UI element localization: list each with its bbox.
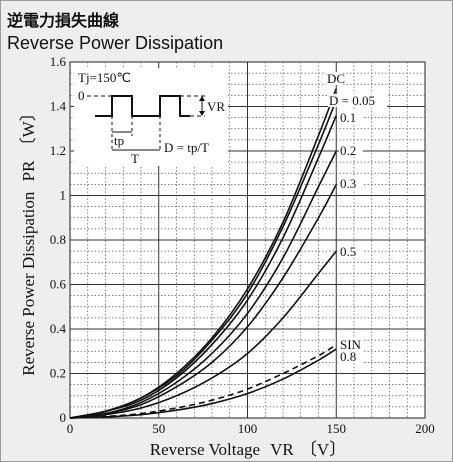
x-tick-label: 50	[152, 421, 165, 436]
series-label: 0.2	[340, 143, 356, 158]
inset-tj-label: Tj=150℃	[78, 70, 131, 85]
y-tick-label: 0.8	[50, 232, 66, 247]
series-label: D = 0.05	[329, 93, 375, 108]
series-label: DC	[327, 71, 345, 86]
y-tick-label: 1.4	[50, 99, 67, 114]
x-tick-label: 0	[67, 421, 74, 436]
series-label-bg	[339, 111, 363, 124]
x-tick-label: 150	[327, 421, 347, 436]
inset-t-label: T	[131, 151, 139, 166]
series-label-bg	[339, 350, 363, 363]
series-label-bg	[326, 72, 343, 85]
curves	[69, 88, 337, 419]
series-label: 0.5	[340, 244, 356, 259]
inset-waveform	[95, 95, 190, 117]
x-axis-label: Reverse Voltage VR 〔V〕	[150, 440, 346, 459]
series-label-bg	[328, 94, 387, 107]
y-tick-label: 0.2	[50, 366, 66, 381]
y-axis-label: Reverse Power Dissipation PR 〔W〕	[19, 104, 38, 375]
chart-title-en: Reverse Power Dissipation	[7, 33, 224, 53]
series-label-bg	[339, 338, 363, 351]
series-label: 0.8	[340, 349, 356, 364]
y-tick-label: 0.4	[50, 321, 67, 336]
series-label-bg	[339, 177, 363, 190]
y-tick-label: 1.6	[50, 54, 67, 69]
inset-vr-label: VR	[207, 99, 225, 114]
inset-tp-label: tp	[114, 133, 124, 148]
x-tick-label: 100	[238, 421, 258, 436]
x-tick-label: 200	[415, 421, 435, 436]
series-label-bg	[339, 144, 363, 157]
tick-labels: 0 50 100 150 200 0 0.2 0.4 0.6 0.8 1 1.2 1.4 1.6	[50, 54, 435, 436]
y-tick-label: 0.6	[50, 277, 67, 292]
y-tick-label: 0	[60, 410, 67, 425]
series-line	[69, 183, 337, 419]
chart-title-jp: 逆電力損失曲線	[7, 11, 120, 30]
series-line	[69, 250, 337, 419]
inset-zero-label: 0	[78, 88, 85, 103]
inset-d-formula: D = tp/T	[164, 140, 209, 155]
series-label: SIN	[340, 337, 362, 352]
series-label: 0.3	[340, 176, 356, 191]
y-tick-label: 1.2	[50, 143, 66, 158]
series-line	[69, 115, 337, 419]
inset-vr-arrowhead-bottom	[199, 111, 205, 116]
series-label: 0.1	[340, 110, 356, 125]
y-tick-label: 1	[60, 188, 67, 203]
series-line	[69, 348, 337, 419]
inset-vr-arrowhead-top	[199, 96, 205, 101]
inset-diagram: Tj=150℃ 0 VR tp T D = tp/T	[74, 68, 228, 166]
series-label-bg	[339, 245, 363, 258]
